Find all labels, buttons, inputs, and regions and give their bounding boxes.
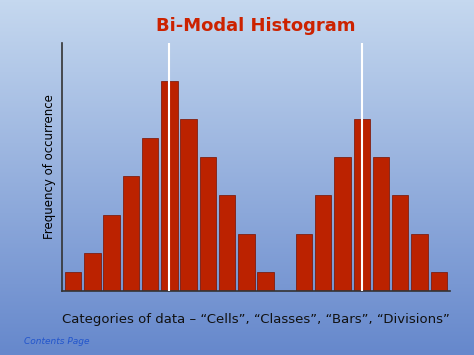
Bar (257, 272, 274, 291)
Bar (430, 272, 447, 291)
Y-axis label: Frequency of occurrence: Frequency of occurrence (43, 94, 56, 239)
Bar (123, 176, 139, 291)
Bar (392, 195, 409, 291)
Bar (315, 195, 331, 291)
Bar (181, 119, 197, 291)
Bar (373, 157, 389, 291)
Bar (238, 234, 255, 291)
Bar (219, 195, 235, 291)
Bar (334, 157, 351, 291)
Bar (354, 119, 370, 291)
Bar (200, 157, 216, 291)
Bar (65, 272, 82, 291)
Bar (161, 81, 178, 291)
Title: Bi-Modal Histogram: Bi-Modal Histogram (156, 17, 356, 36)
Text: Categories of data – “Cells”, “Classes”, “Bars”, “Divisions”: Categories of data – “Cells”, “Classes”,… (62, 313, 450, 326)
Bar (84, 253, 100, 291)
Bar (296, 234, 312, 291)
Bar (411, 234, 428, 291)
Bar (103, 214, 120, 291)
Text: Contents Page: Contents Page (24, 337, 89, 346)
Bar (142, 138, 158, 291)
